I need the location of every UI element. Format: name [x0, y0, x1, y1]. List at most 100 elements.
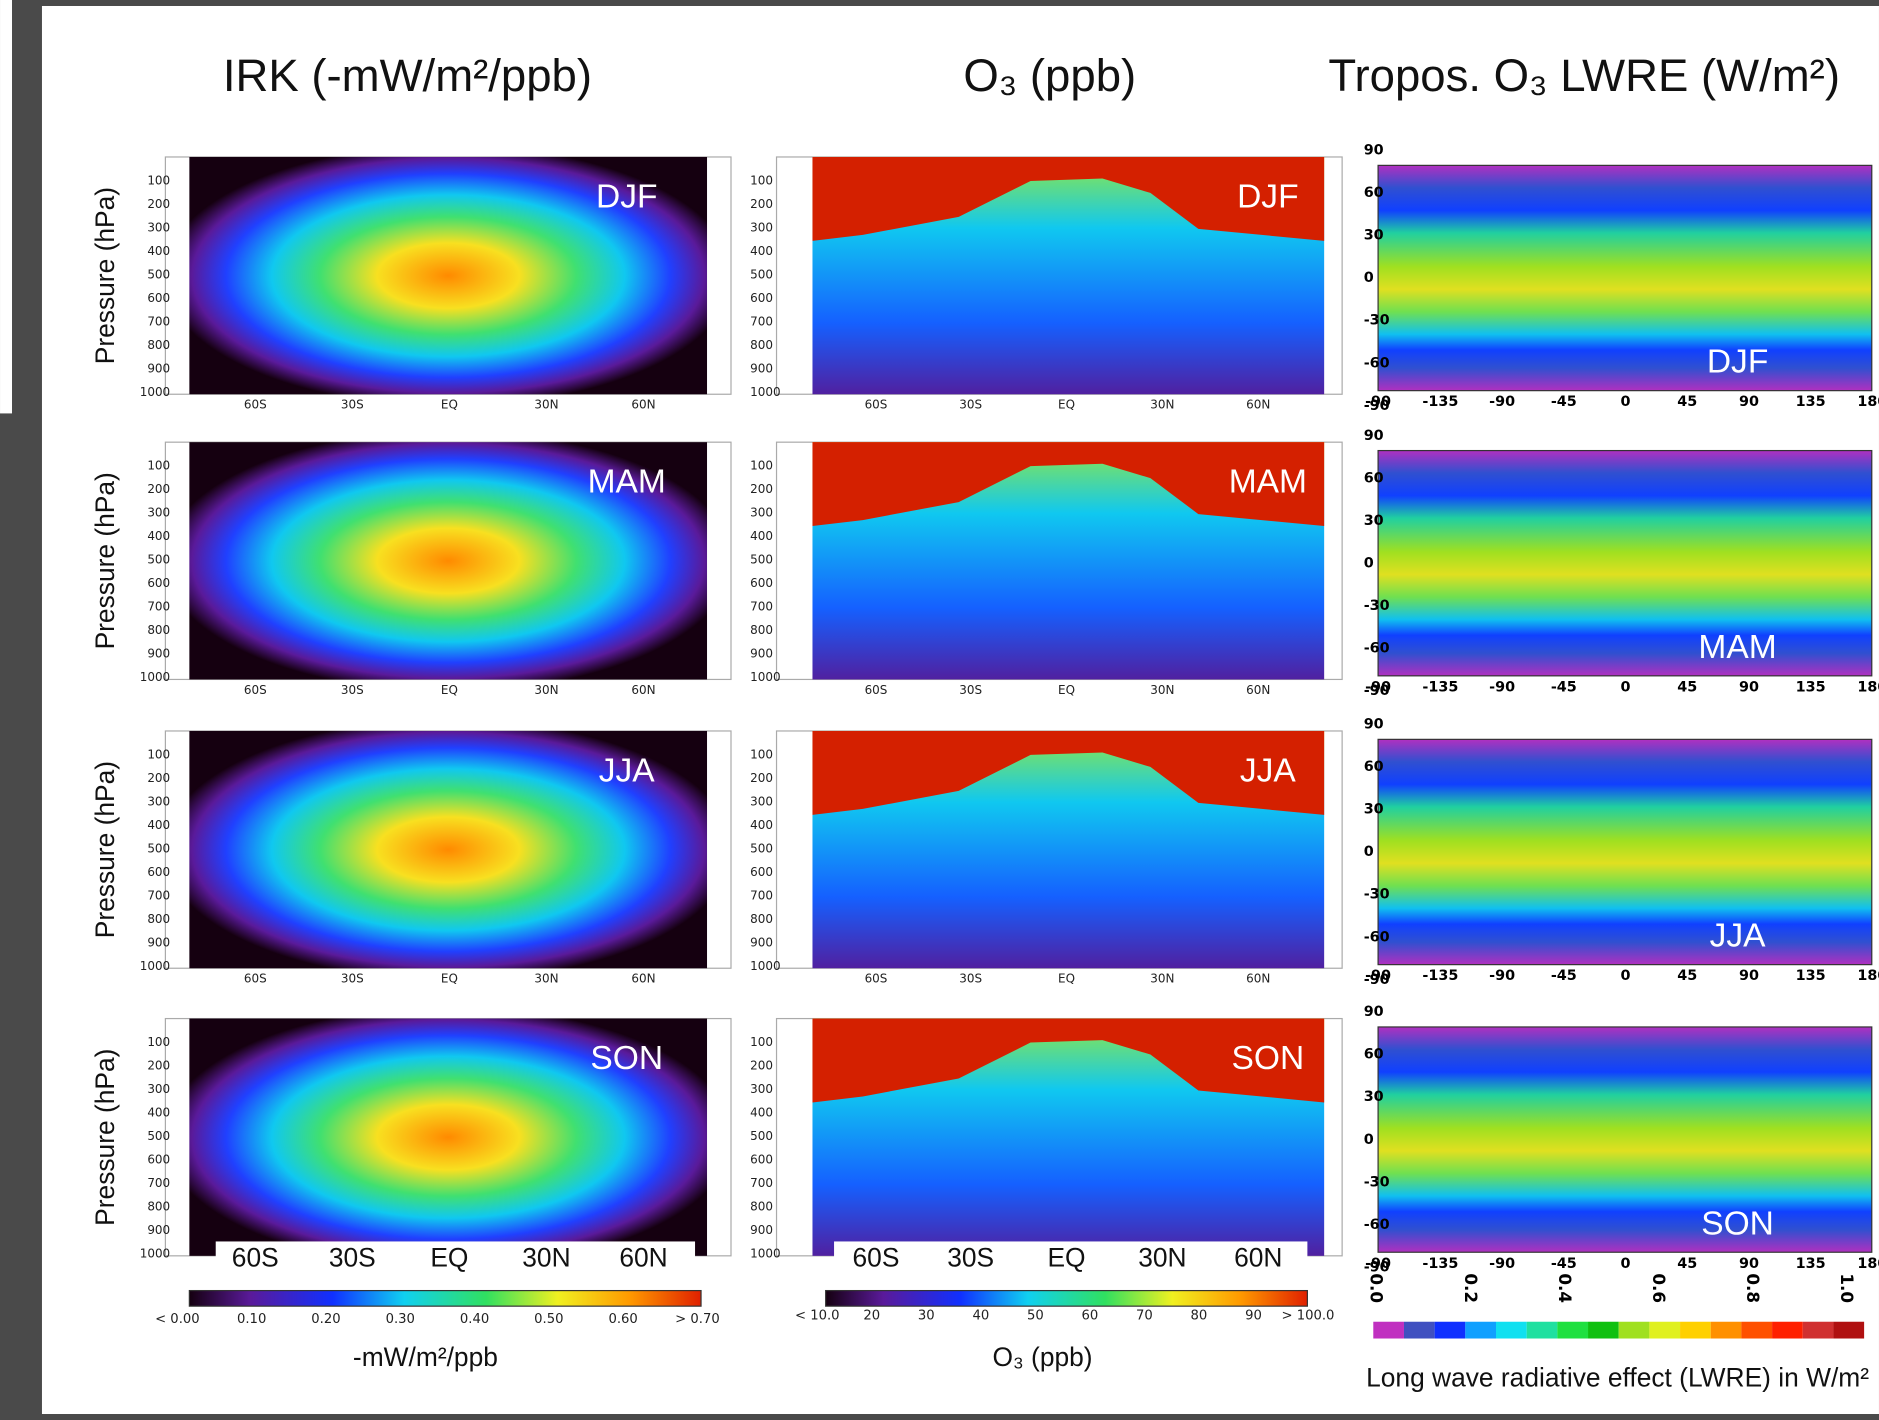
y-axis-label: Pressure (hPa): [90, 1049, 120, 1226]
map-lon-tick: 45: [1677, 679, 1697, 695]
map-lon-tick: 0: [1621, 679, 1631, 695]
lat-tick-label: 30N: [1138, 1243, 1186, 1273]
colorbar-label: 50: [1027, 1308, 1044, 1323]
lwre-map: [1377, 738, 1873, 966]
colorbar-label: 0.6: [1649, 1273, 1669, 1303]
lwre-colorbar-segment: [1465, 1321, 1496, 1339]
o3-stratosphere: [812, 442, 1325, 527]
lwre-map: [1377, 164, 1873, 392]
map-lon-tick: 90: [1739, 968, 1759, 984]
map-lat-tick: -90: [1364, 972, 1390, 988]
pressure-tick-label: 400: [147, 818, 170, 832]
lat-tick-label: 60N: [619, 1243, 667, 1273]
lat-tick-label: 60S: [232, 1243, 279, 1273]
pressure-tick-label: 200: [147, 197, 170, 211]
pressure-tick-label: 900: [750, 647, 773, 661]
pressure-tick-label: 700: [147, 600, 170, 614]
lat-tick-label: 60S: [865, 972, 888, 986]
colorbar-label: 0.8: [1743, 1273, 1763, 1303]
season-label: DJF: [1707, 344, 1768, 381]
lat-tick-label: 60S: [853, 1243, 900, 1273]
pressure-tick-label: 900: [147, 361, 170, 375]
lat-tick-label: 60N: [631, 972, 655, 986]
map-lon-tick: 135: [1796, 1256, 1826, 1272]
map-lat-tick: -90: [1364, 1259, 1390, 1275]
pressure-tick-label: 800: [750, 623, 773, 637]
lat-tick-label: 60N: [1246, 398, 1270, 412]
lat-tick-label: EQ: [1058, 683, 1075, 697]
map-lon-tick: -90: [1365, 679, 1391, 695]
pressure-tick-label: 100: [147, 1035, 170, 1049]
map-lat-tick: 30: [1364, 513, 1384, 529]
pressure-tick-label: 600: [750, 576, 773, 590]
lat-tick-label: 30S: [947, 1243, 994, 1273]
irk-colorbar: [188, 1289, 702, 1307]
lat-tick-label: 60S: [865, 398, 888, 412]
pressure-tick-label: 200: [750, 197, 773, 211]
map-lat-tick: 30: [1364, 802, 1384, 818]
season-label: SON: [590, 1040, 663, 1077]
pressure-tick-label: 200: [147, 482, 170, 496]
map-lat-tick: -60: [1364, 640, 1390, 656]
pressure-tick-label: 500: [147, 553, 170, 567]
lat-tick-label: 60N: [1246, 683, 1270, 697]
pressure-tick-label: 400: [750, 244, 773, 258]
lwre-map: [1377, 449, 1873, 677]
map-lat-tick: 0: [1364, 270, 1374, 286]
map-lon-tick: -90: [1489, 394, 1515, 410]
column-title: Tropos. O₃ LWRE (W/m²): [1328, 50, 1840, 101]
map-lat-tick: 60: [1364, 759, 1384, 775]
pressure-tick-label: 200: [147, 1059, 170, 1073]
lat-tick-label: 60N: [1246, 972, 1270, 986]
colorbar-unit: -mW/m²/ppb: [353, 1342, 498, 1372]
pressure-tick-label: 300: [147, 1082, 170, 1096]
map-lon-tick: 135: [1796, 394, 1826, 410]
pressure-tick-label: 700: [750, 888, 773, 902]
lwre-colorbar-segment: [1680, 1321, 1711, 1339]
pressure-tick-label: 800: [147, 623, 170, 637]
colorbar-label: > 0.70: [675, 1312, 720, 1327]
lwre-colorbar-segment: [1802, 1321, 1834, 1339]
colorbar-label: 1.0: [1837, 1273, 1857, 1303]
colorbar-label: 0.50: [534, 1312, 563, 1327]
pressure-tick-label: 1000: [140, 1247, 170, 1261]
pressure-tick-label: 100: [750, 748, 773, 762]
column-title: O₃ (ppb): [963, 50, 1136, 101]
colorbar-label: 70: [1136, 1308, 1153, 1323]
map-lon-tick: -45: [1551, 1256, 1577, 1272]
colorbar-label: 0.60: [608, 1312, 637, 1327]
y-axis-label: Pressure (hPa): [90, 187, 120, 364]
pressure-tick-label: 1000: [750, 670, 780, 684]
content: IRK (-mW/m²/ppb) O₃ (ppb) Tropos. O₃ LWRE …: [90, 50, 1879, 1392]
colorbar-label: 0.4: [1555, 1273, 1575, 1303]
season-label: JJA: [599, 752, 656, 789]
pressure-tick-label: 400: [147, 244, 170, 258]
lwre-map: [1377, 1026, 1873, 1253]
lat-tick-label: 60S: [244, 972, 267, 986]
colorbar-unit: Long wave radiative effect (LWRE) in W/m…: [1366, 1362, 1869, 1392]
lat-tick-label: 30N: [534, 683, 558, 697]
lwre-colorbar-segment: [1833, 1321, 1865, 1339]
map-lon-tick: -45: [1551, 679, 1577, 695]
map-lon-tick: 180: [1857, 968, 1879, 984]
lat-tick-label: 30N: [534, 398, 558, 412]
pressure-tick-label: 500: [750, 553, 773, 567]
o3-stratosphere: [812, 156, 1325, 241]
lwre-colorbar-segment: [1434, 1321, 1466, 1339]
pressure-tick-label: 300: [750, 221, 773, 235]
map-lat-tick: 0: [1364, 555, 1374, 571]
pressure-tick-label: 700: [147, 314, 170, 328]
lat-tick-label: 30S: [341, 398, 364, 412]
pressure-tick-label: 600: [750, 291, 773, 305]
map-lat-tick: 30: [1364, 228, 1384, 244]
pressure-tick-label: 1000: [750, 1247, 780, 1261]
o3-stratosphere: [812, 730, 1325, 815]
pressure-tick-label: 900: [750, 1223, 773, 1237]
colorbar-label: > 100.0: [1282, 1308, 1335, 1323]
pressure-tick-label: 100: [750, 174, 773, 188]
season-label: MAM: [1698, 629, 1776, 666]
pressure-tick-label: 900: [147, 1223, 170, 1237]
colorbar-label: 0.40: [460, 1312, 489, 1327]
season-label: MAM: [588, 464, 666, 501]
pressure-tick-label: 600: [147, 291, 170, 305]
